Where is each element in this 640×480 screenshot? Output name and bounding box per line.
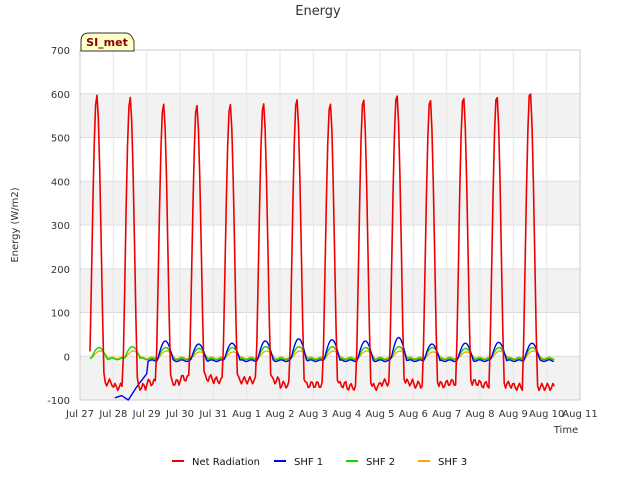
background-band [80, 225, 580, 269]
y-axis: -100 0 100 200 300 400 500 600 700 [47, 46, 70, 407]
legend: Net Radiation SHF 1 SHF 2 SHF 3 [172, 457, 467, 468]
x-axis: Jul 27 Jul 28 Jul 29 Jul 30 Jul 31 Aug 1 Aug 2… [65, 409, 598, 420]
y-tick-label: 400 [51, 177, 70, 188]
x-tick-label: Aug 11 [562, 409, 597, 420]
site-label-badge: SI_met [80, 32, 135, 52]
x-tick-label: Jul 31 [198, 409, 227, 420]
x-tick-label: Jul 27 [65, 409, 94, 420]
x-tick-label: Aug 9 [499, 409, 528, 420]
x-tick-label: Aug 8 [465, 409, 494, 420]
legend-label: SHF 3 [438, 457, 467, 468]
x-tick-label: Aug 2 [265, 409, 294, 420]
y-tick-label: 200 [51, 265, 70, 276]
plot-background-bands [80, 50, 580, 400]
x-tick-label: Aug 3 [299, 409, 328, 420]
background-band [80, 268, 580, 313]
legend-label: Net Radiation [192, 457, 260, 468]
legend-label: SHF 2 [366, 457, 395, 468]
x-tick-label: Aug 5 [365, 409, 394, 420]
x-tick-label: Jul 30 [165, 409, 194, 420]
x-tick-label: Aug 6 [399, 409, 428, 420]
y-tick-label: 100 [51, 309, 70, 320]
y-tick-label: 300 [51, 221, 70, 232]
site-label-box [80, 32, 135, 52]
background-band [80, 356, 580, 400]
y-axis-title: Energy (W/m2) [10, 187, 21, 262]
x-tick-label: Aug 4 [332, 409, 361, 420]
chart-title: Energy [295, 4, 341, 19]
series-lines [89, 93, 556, 401]
y-tick-label: 0 [64, 352, 70, 363]
plot-area-frame [79, 49, 581, 401]
x-tick-label: Aug 10 [529, 409, 564, 420]
y-tick-label: 700 [51, 46, 70, 57]
series-line-net-radiation [89, 93, 556, 392]
x-axis-title: Time [553, 425, 578, 436]
x-tick-label: Jul 29 [132, 409, 161, 420]
background-band [80, 93, 580, 138]
series-line-shf-1 [114, 336, 555, 401]
x-tick-label: Aug 1 [232, 409, 261, 420]
series-line-shf-3 [89, 350, 555, 360]
series-line-shf-2 [89, 346, 555, 361]
legend-label: SHF 1 [294, 457, 323, 468]
x-tick-label: Aug 7 [432, 409, 461, 420]
y-tick-label: 500 [51, 134, 70, 145]
background-band [80, 181, 580, 225]
background-band [80, 137, 580, 182]
site-label-text: SI_met [86, 36, 128, 49]
background-band [80, 312, 580, 357]
y-tick-label: 600 [51, 90, 70, 101]
background-band [80, 50, 580, 94]
y-tick-label: -100 [47, 396, 70, 407]
x-tick-label: Jul 28 [98, 409, 127, 420]
